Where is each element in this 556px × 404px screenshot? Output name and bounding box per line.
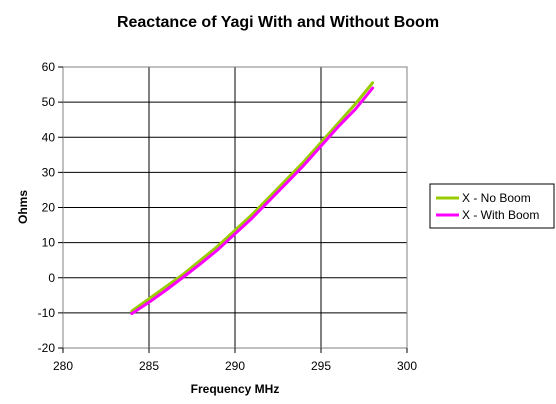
y-tick-label: 40: [42, 130, 56, 144]
chart-title: Reactance of Yagi With and Without Boom: [117, 14, 439, 31]
legend-box: [429, 183, 555, 229]
series-line-2: [130, 86, 375, 316]
y-tick-label: 10: [42, 236, 56, 250]
y-tick-label: 50: [42, 95, 56, 109]
legend: X - No Boom X - With Boom: [429, 183, 555, 229]
x-axis-label: Frequency MHz: [191, 382, 280, 396]
x-tick-label: 300: [397, 359, 417, 373]
legend-label-1: X - No Boom: [462, 191, 531, 205]
y-tick-label: 60: [42, 60, 56, 74]
y-tick-label: 20: [42, 201, 56, 215]
y-axis-label: Ohms: [16, 190, 30, 224]
y-tick-label: -20: [38, 341, 56, 355]
series-line-1: [130, 81, 375, 313]
y-tick-label: 0: [48, 271, 55, 285]
x-tick-label: 295: [311, 359, 331, 373]
x-tick-label: 290: [225, 359, 245, 373]
y-tick-label: 30: [42, 165, 56, 179]
x-axis: 280 285 290 295 300: [53, 348, 417, 373]
x-tick-label: 280: [53, 359, 73, 373]
y-tick-label: -10: [38, 306, 56, 320]
y-axis: -20 -10 0 10 20 30 40 50 60: [38, 60, 63, 355]
legend-label-2: X - With Boom: [462, 208, 539, 222]
series-lines: [130, 81, 375, 316]
x-tick-label: 285: [139, 359, 159, 373]
